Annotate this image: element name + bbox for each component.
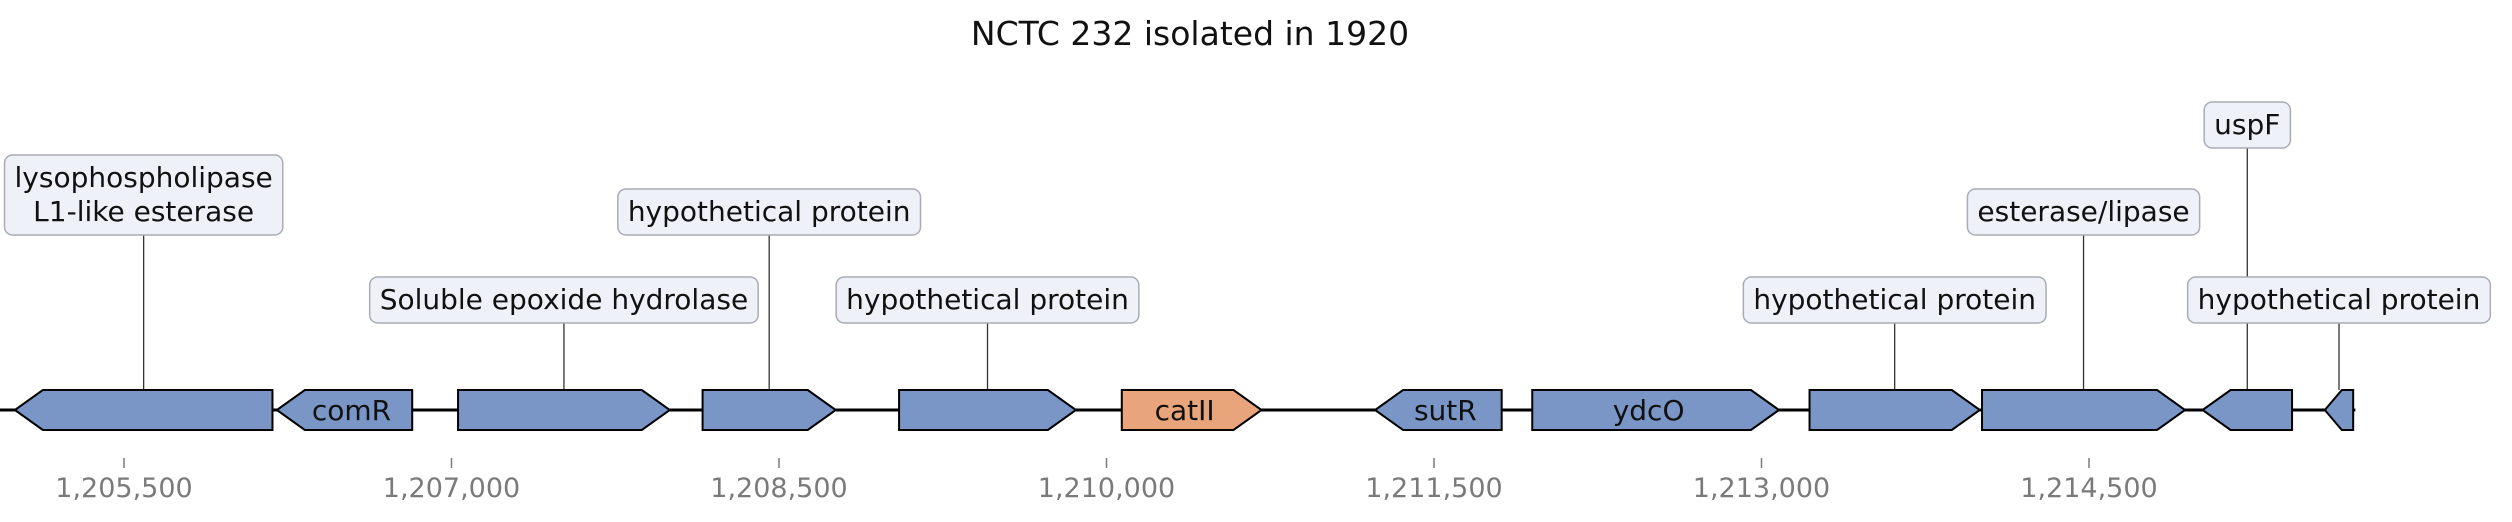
gene-arrow — [1808, 389, 1982, 431]
gene-name: catII — [1155, 394, 1215, 427]
axis-tick-label: 1,211,500 — [1365, 473, 1502, 504]
gene-arrow — [13, 389, 274, 431]
gene-arrow — [1531, 389, 1781, 431]
gene-label-box — [835, 276, 1140, 324]
gene-label-text: hypothetical protein — [628, 195, 911, 228]
gene-layer: comR catII sutR ydcO — [13, 389, 2355, 431]
gene-label-text: hypothetical protein — [846, 283, 1129, 316]
gene-label-text: Soluble epoxide hydrolase — [380, 283, 749, 316]
gene-arrow — [1373, 389, 1503, 431]
gene-arrow — [701, 389, 838, 431]
gene-arrow — [457, 389, 672, 431]
gene-label-box — [2203, 101, 2292, 149]
axis-tick-label: 1,213,000 — [1693, 473, 1830, 504]
gene-name: ydcO — [1613, 394, 1685, 427]
figure-title: NCTC 232 isolated in 1920 — [970, 14, 1410, 53]
gene-label-text: hypothetical protein — [2198, 283, 2481, 316]
gene-label-box — [1742, 276, 2047, 324]
axis-tick-label: 1,214,500 — [2020, 473, 2157, 504]
gene-label-text: esterase/lipase — [1977, 195, 2189, 228]
gene-label-box — [2186, 276, 2492, 324]
gene-name: comR — [312, 394, 391, 427]
axis-tick-label: 1,210,000 — [1038, 473, 1175, 504]
axis-tick-label: 1,207,000 — [383, 473, 520, 504]
gene-arrow — [898, 389, 1078, 431]
gene-label-text: lysophospholipase — [15, 161, 273, 194]
axis-tick-label: 1,208,500 — [710, 473, 847, 504]
gene-label-box — [368, 276, 759, 324]
coordinate-axis: 1,205,500 1,207,000 1,208,500 1,210,000 1,21… — [55, 458, 2158, 504]
gene-label-box — [617, 188, 922, 236]
gene-arrow — [2323, 389, 2355, 431]
gene-arrow — [1981, 389, 2187, 431]
gene-arrow — [2200, 389, 2294, 431]
gene-label-text: hypothetical protein — [1753, 283, 2036, 316]
gene-arrow — [275, 389, 414, 431]
gene-label-text: uspF — [2214, 108, 2280, 141]
gene-label-box — [3, 154, 284, 236]
gene-name: sutR — [1414, 394, 1477, 427]
axis-tick-label: 1,205,500 — [55, 473, 192, 504]
gene-label-box — [1966, 188, 2201, 236]
gene-arrow — [1120, 389, 1264, 431]
gene-label-text: L1-like esterase — [33, 195, 254, 228]
